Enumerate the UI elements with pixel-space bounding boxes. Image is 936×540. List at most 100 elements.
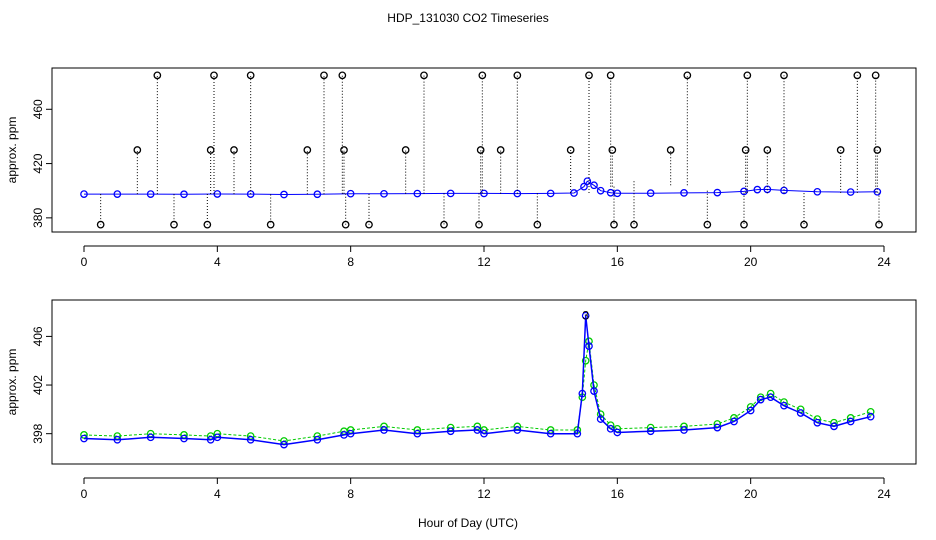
data-point <box>320 71 328 80</box>
data-point <box>303 146 312 154</box>
data-point <box>630 220 638 229</box>
data-point <box>313 435 322 444</box>
data-point <box>146 433 155 442</box>
data-point <box>578 389 587 398</box>
data-point <box>146 190 155 198</box>
chart-title: HDP_131030 CO2 Timeseries <box>387 11 548 25</box>
data-point <box>401 146 410 154</box>
data-point <box>590 181 598 190</box>
peak-point-label: 3 <box>582 309 589 323</box>
top-y-axis: 380 420 460 <box>31 99 52 228</box>
data-point <box>743 71 752 80</box>
data-point <box>830 422 838 431</box>
data-point <box>246 71 255 80</box>
x-tick-label: 16 <box>611 255 625 269</box>
y-tick-label: 402 <box>31 375 45 395</box>
data-point <box>666 146 675 154</box>
series-line <box>83 315 871 446</box>
data-point <box>533 220 542 229</box>
data-point <box>583 177 592 186</box>
data-point <box>420 71 428 80</box>
data-point <box>478 71 487 80</box>
data-point <box>365 220 373 229</box>
data-point <box>180 434 188 443</box>
data-point <box>170 220 178 229</box>
x-tick-label: 20 <box>744 487 758 501</box>
data-point <box>80 431 88 439</box>
data-point <box>546 189 555 198</box>
data-point <box>340 146 348 154</box>
data-point <box>756 395 765 404</box>
data-point <box>680 189 688 197</box>
data-point <box>796 409 805 417</box>
data-point <box>581 356 590 365</box>
x-tick-label: 20 <box>744 255 758 269</box>
x-tick-label: 24 <box>877 487 891 501</box>
data-point <box>496 146 505 154</box>
data-point <box>206 435 215 444</box>
data-point <box>866 412 875 421</box>
data-point <box>585 71 593 80</box>
x-tick-label: 24 <box>877 255 891 269</box>
y-tick-label: 460 <box>31 99 45 119</box>
series-line <box>84 180 878 196</box>
data-point <box>646 189 655 198</box>
data-point <box>230 146 238 154</box>
x-tick-label: 0 <box>81 487 88 501</box>
data-point <box>480 429 488 438</box>
data-point <box>80 190 88 198</box>
data-point <box>80 434 88 443</box>
y-tick-label: 420 <box>31 153 45 173</box>
data-point <box>730 417 738 426</box>
top-panel: 0 4 8 12 16 20 24 380 420 460 approx. ppm <box>5 67 917 269</box>
data-point <box>763 146 772 154</box>
data-point <box>133 146 142 154</box>
data-point <box>741 146 750 154</box>
bottom-data-marks: 3 <box>80 309 875 449</box>
data-point <box>596 415 605 423</box>
data-point <box>246 435 255 444</box>
data-point <box>213 433 222 442</box>
data-point <box>581 311 590 320</box>
bottom-panel: 0 4 8 12 16 20 24 398 402 406 approx. ppm 3 <box>5 299 917 501</box>
data-point <box>566 146 575 154</box>
data-point <box>341 220 350 229</box>
data-point <box>446 427 455 436</box>
x-tick-label: 12 <box>477 487 491 501</box>
data-point <box>96 220 105 229</box>
data-point <box>113 190 122 198</box>
top-y-axis-label: approx. ppm <box>5 117 19 184</box>
data-point <box>866 407 875 416</box>
x-tick-label: 4 <box>214 487 221 501</box>
x-axis-label: Hour of Day (UTC) <box>418 516 518 530</box>
series-line <box>83 341 871 442</box>
top-x-axis: 0 4 8 12 16 20 24 <box>81 245 891 269</box>
data-point <box>573 429 582 438</box>
data-point <box>646 427 655 436</box>
data-point <box>780 401 788 410</box>
data-point <box>713 188 722 197</box>
data-point <box>740 220 748 229</box>
data-point <box>346 429 355 438</box>
data-point <box>610 220 618 229</box>
data-point <box>180 190 188 199</box>
data-point <box>413 429 422 438</box>
top-data-marks <box>80 71 883 229</box>
data-point <box>606 424 615 433</box>
data-point <box>313 190 322 199</box>
data-point <box>380 426 388 434</box>
y-tick-label: 398 <box>31 423 45 443</box>
data-point <box>513 71 522 80</box>
data-point <box>873 187 882 196</box>
data-point <box>683 71 692 80</box>
y-tick-label: 380 <box>31 208 45 228</box>
data-point <box>210 71 218 80</box>
data-point <box>703 220 712 229</box>
data-point <box>746 406 755 415</box>
data-point <box>766 393 775 402</box>
data-point <box>740 187 748 196</box>
data-point <box>713 423 722 432</box>
data-point <box>473 426 482 434</box>
data-point <box>580 182 588 191</box>
